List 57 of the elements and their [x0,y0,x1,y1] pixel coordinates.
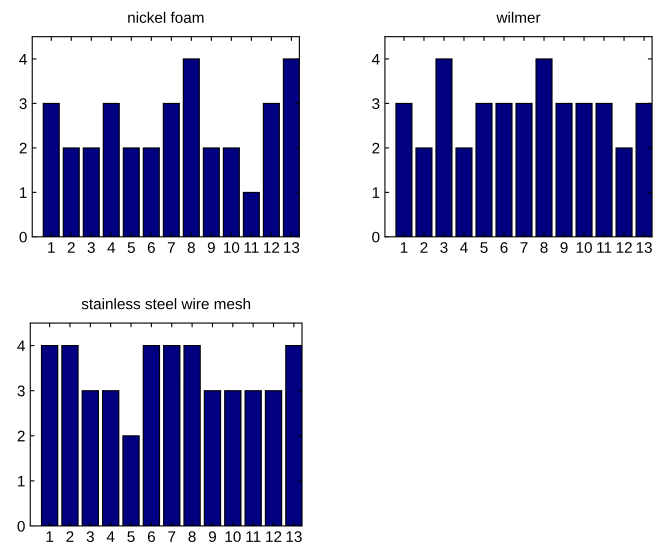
x-tick-label: 9 [560,242,568,253]
x-tick-label: 7 [520,242,528,253]
y-tick-label: 0 [372,232,380,243]
x-tick-label: 2 [68,242,75,253]
x-tick-label: 11 [597,242,612,253]
x-tick-label: 2 [66,531,74,542]
x-tick-label: 2 [420,242,428,253]
chart-title: stainless steel wire mesh [82,298,250,310]
x-tick-label: 8 [188,242,195,253]
chart-title: nickel foam [128,12,204,23]
x-tick-label: 10 [224,242,240,253]
chart-title: wilmer [496,12,540,23]
y-tick-label: 1 [20,187,27,198]
x-tick-label: 1 [46,531,54,542]
x-tick-label: 5 [128,242,135,253]
x-tick-label: 4 [107,242,116,253]
x-tick-label: 13 [636,242,652,253]
y-tick-label: 2 [18,430,25,442]
y-tick-label: 0 [18,520,25,532]
x-tick-label: 1 [48,242,55,253]
x-tick-label: 6 [148,242,155,253]
y-tick-label: 2 [20,142,27,154]
x-tick-label: 6 [148,531,155,542]
x-tick-label: 8 [540,242,548,253]
y-tick-label: 1 [18,476,25,486]
x-tick-label: 3 [440,242,448,253]
y-tick-label: 4 [19,54,27,64]
y-tick-label: 3 [372,98,380,110]
y-tick-label: 2 [372,142,380,154]
x-tick-label: 11 [246,531,260,542]
x-tick-label: 6 [500,242,508,253]
y-tick-label: 3 [17,386,25,396]
y-tick-label: 1 [372,187,380,198]
x-tick-label: 3 [86,531,94,542]
y-tick-label: 0 [19,232,27,243]
x-tick-label: 13 [284,242,300,253]
x-tick-label: 7 [168,242,175,253]
x-tick-label: 12 [266,531,282,542]
x-tick-label: 13 [286,531,302,542]
x-tick-label: 5 [127,531,135,542]
x-tick-label: 7 [168,531,176,542]
x-tick-label: 10 [225,531,241,542]
y-tick-label: 4 [372,54,380,64]
x-tick-label: 11 [244,242,259,253]
y-tick-label: 3 [19,98,27,110]
y-tick-label: 4 [17,340,25,352]
x-tick-label: 12 [264,242,280,253]
x-tick-label: 4 [460,242,468,253]
x-tick-label: 10 [576,242,592,253]
x-tick-label: 9 [208,531,216,542]
x-tick-label: 8 [188,531,196,542]
x-tick-label: 3 [88,242,95,253]
x-tick-label: 1 [400,242,408,253]
x-tick-label: 9 [208,242,215,253]
x-tick-label: 5 [480,242,488,253]
x-tick-label: 4 [106,531,114,542]
x-tick-label: 12 [616,242,632,253]
